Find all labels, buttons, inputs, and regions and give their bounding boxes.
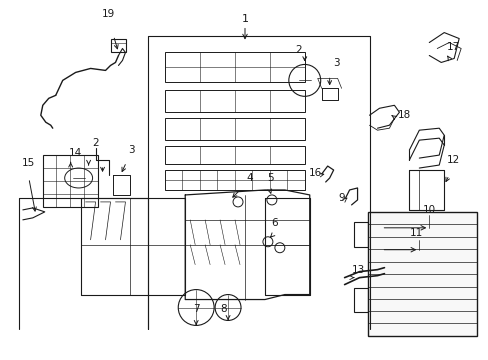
Text: 3: 3 [332, 58, 339, 68]
Text: 14: 14 [68, 148, 82, 158]
Bar [42, 155, 98, 207]
Bar [165, 90, 304, 112]
Bar [165, 118, 304, 140]
Bar [165, 170, 304, 190]
Text: 19: 19 [102, 9, 115, 19]
Text: 12: 12 [447, 155, 460, 165]
Text: 8: 8 [219, 305, 226, 315]
Bar [353, 288, 367, 312]
Bar [353, 222, 367, 247]
Text: 1: 1 [241, 14, 248, 24]
Bar [110, 39, 126, 53]
Text: 13: 13 [351, 265, 364, 275]
Text: 4: 4 [245, 173, 252, 183]
Text: 17: 17 [447, 42, 460, 53]
Text: 15: 15 [22, 158, 36, 168]
Text: 11: 11 [408, 228, 422, 238]
Text: 10: 10 [423, 205, 435, 215]
Text: 5: 5 [266, 173, 273, 183]
Text: 6: 6 [270, 218, 277, 228]
Text: 2: 2 [92, 138, 99, 148]
Text: 2: 2 [295, 45, 302, 55]
Bar [165, 53, 304, 82]
Bar [165, 146, 304, 164]
Text: 16: 16 [308, 168, 321, 178]
Text: 3: 3 [128, 145, 135, 155]
Bar [367, 212, 476, 336]
Text: 18: 18 [397, 110, 410, 120]
Text: 9: 9 [337, 193, 344, 203]
Text: 7: 7 [192, 305, 199, 315]
